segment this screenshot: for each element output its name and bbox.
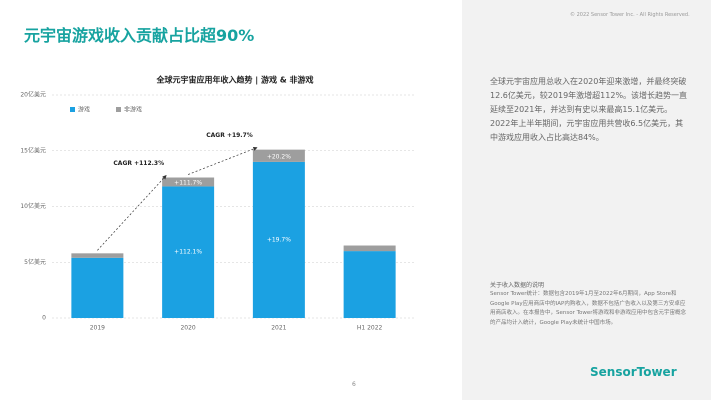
cagr-label: CAGR +112.3% — [113, 160, 164, 167]
x-tick-label: 2019 — [90, 325, 105, 332]
bar-segment — [162, 177, 215, 187]
note-text: Sensor Tower统计：数据包含2019年1月至2022年6月期间，App… — [490, 291, 687, 326]
legend-label: 非游戏 — [124, 106, 142, 114]
x-tick-label: 2020 — [180, 325, 195, 332]
legend-label: 游戏 — [78, 106, 90, 114]
logo: SensorTower — [590, 365, 677, 379]
segment-label: +112.1% — [174, 249, 202, 256]
trend-arrow — [187, 146, 258, 175]
note-title: 关于收入数据的说明 — [490, 282, 545, 289]
x-tick-label: H1 2022 — [357, 325, 383, 332]
copyright: © 2022 Sensor Tower Inc. - All Rights Re… — [570, 12, 690, 18]
y-tick-label: 10亿美元 — [20, 202, 46, 210]
x-tick-label: 2021 — [271, 325, 286, 332]
bar-segment — [162, 186, 215, 318]
segment-label: +111.7% — [174, 179, 202, 186]
side-panel — [462, 0, 711, 400]
y-tick-label: 5亿美元 — [24, 258, 46, 266]
bar-segment — [252, 149, 305, 162]
y-tick-label: 0 — [42, 315, 46, 322]
bar-segment — [71, 253, 124, 258]
trend-arrow — [97, 174, 167, 251]
cagr-label: CAGR +19.7% — [206, 132, 253, 139]
page-number: 6 — [352, 381, 356, 388]
bar-segment — [252, 161, 305, 318]
legend-swatch — [70, 107, 75, 112]
segment-label: +19.7% — [267, 236, 291, 243]
summary-text: 全球元宇宙应用总收入在2020年迎来激增，并最终突破12.6亿美元，较2019年… — [490, 77, 688, 142]
bar-segment — [343, 251, 396, 318]
bar-segment — [71, 257, 124, 318]
legend-swatch — [116, 107, 121, 112]
segment-label: +20.2% — [267, 153, 291, 160]
bar-segment — [343, 245, 396, 252]
y-tick-label: 15亿美元 — [20, 146, 46, 154]
y-tick-label: 20亿美元 — [20, 91, 46, 99]
slide-title: 元宇宙游戏收入贡献占比超90% — [24, 26, 255, 45]
chart-title: 全球元宇宙应用年收入趋势 | 游戏 & 非游戏 — [155, 75, 313, 85]
